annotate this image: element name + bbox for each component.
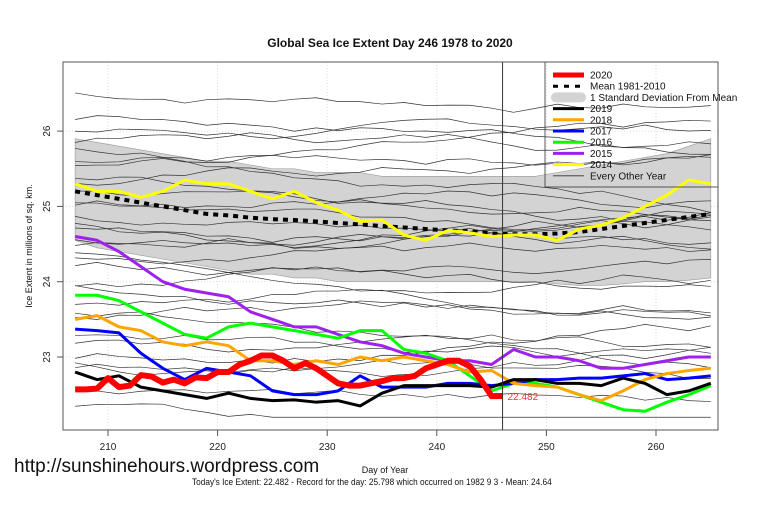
- background-year-line: [75, 252, 711, 317]
- y-tick-label: 23: [42, 351, 53, 363]
- x-tick-label: 210: [100, 442, 117, 453]
- series-line-2020: [75, 352, 503, 400]
- series-line-2014: [74, 178, 712, 242]
- background-year-line: [75, 300, 711, 320]
- legend-label: Mean 1981-2010: [590, 82, 666, 93]
- background-year-line: [75, 259, 711, 288]
- background-year-line: [75, 115, 711, 148]
- std-dev-band: [74, 138, 712, 286]
- every-other-year-lines: [75, 92, 711, 418]
- legend-label: 1 Standard Deviation From Mean: [590, 93, 737, 104]
- legend-label: 2015: [590, 149, 613, 160]
- series-lines: [74, 178, 712, 413]
- legend-label: 2016: [590, 138, 613, 149]
- background-year-line: [75, 223, 711, 252]
- y-axis: 23 24 25 26: [42, 125, 63, 363]
- plot-frame: [62, 61, 719, 431]
- background-year-line: [75, 359, 711, 379]
- series-line-2015: [74, 235, 711, 370]
- legend-label: 2018: [590, 115, 613, 126]
- legend-swatch: [551, 92, 586, 103]
- x-axis-label: Day of Year: [362, 465, 409, 475]
- background-year-line: [75, 176, 711, 231]
- background-year-line: [75, 324, 711, 364]
- background-year-line: [75, 403, 711, 418]
- background-year-line: [75, 262, 711, 290]
- std-dev-band-area: [74, 138, 712, 286]
- background-year-line: [75, 274, 711, 306]
- x-tick-label: 240: [428, 442, 445, 453]
- background-year-line: [75, 199, 711, 222]
- chart-title: Global Sea Ice Extent Day 246 1978 to 20…: [267, 36, 513, 50]
- background-year-line: [75, 212, 711, 248]
- y-tick-label: 24: [42, 276, 53, 288]
- legend-label: Every Other Year: [590, 171, 667, 182]
- legend-label: 2017: [590, 127, 613, 138]
- footer-stats: Today's Ice Extent: 22.482 - Record for …: [192, 477, 552, 487]
- current-value-label: 22.482: [508, 392, 539, 403]
- background-year-line: [75, 132, 711, 155]
- background-year-line: [75, 92, 711, 113]
- legend-label: 2020: [590, 71, 613, 82]
- x-tick-label: 260: [648, 442, 665, 453]
- y-tick-label: 25: [42, 200, 53, 212]
- background-year-line: [75, 190, 711, 209]
- legend-label: 2014: [590, 160, 613, 171]
- background-year-line: [75, 389, 711, 402]
- background-year-line: [75, 311, 711, 369]
- series-line-2016: [75, 293, 712, 413]
- x-tick-label: 230: [319, 442, 336, 453]
- series-line-2018: [74, 314, 711, 403]
- x-axis: 210 220 230 240 250 260: [100, 430, 665, 453]
- background-year-line: [75, 119, 711, 163]
- background-year-line: [75, 118, 711, 140]
- background-year-line: [75, 202, 711, 231]
- background-year-line: [75, 155, 711, 186]
- x-tick-label: 220: [209, 442, 226, 453]
- background-year-line: [75, 148, 711, 213]
- series-line-2017: [75, 327, 711, 397]
- background-year-line: [75, 227, 711, 250]
- series-line-2019: [74, 370, 712, 408]
- watermark-url: http://sunshinehours.wordpress.com: [14, 456, 320, 477]
- legend-label: 2019: [590, 104, 613, 115]
- x-tick-label: 250: [538, 442, 555, 453]
- y-axis-label: Ice Extent in millions of sq. km.: [24, 184, 34, 308]
- y-tick-label: 26: [42, 125, 53, 137]
- background-year-line: [75, 285, 711, 320]
